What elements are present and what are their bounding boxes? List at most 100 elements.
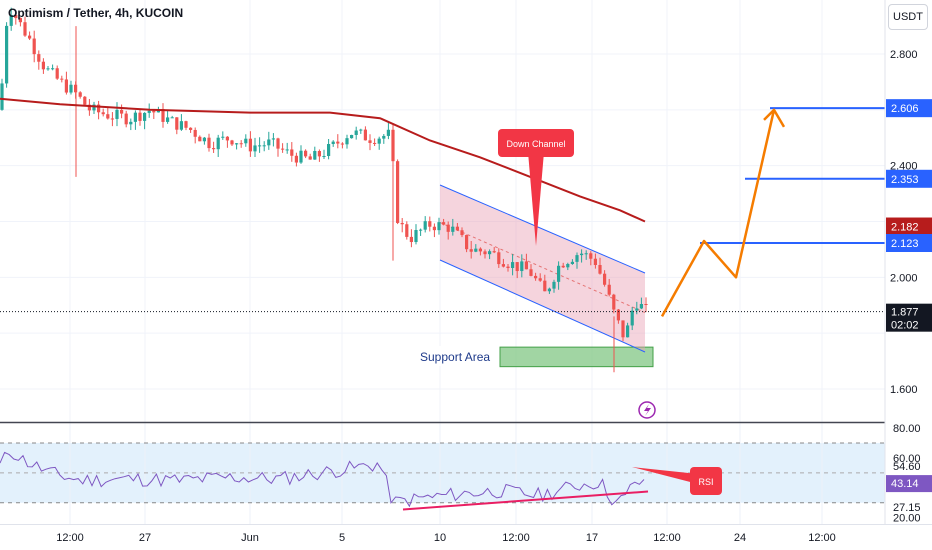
candle-body xyxy=(635,308,639,311)
candle-body xyxy=(501,264,505,267)
price-label-2353: 2.353 xyxy=(891,174,919,186)
candle-body xyxy=(281,148,285,150)
candle-body xyxy=(506,266,510,269)
down-channel-lower-line xyxy=(439,259,646,353)
candle-body xyxy=(534,275,538,279)
rsi-tick: 27.15 xyxy=(893,502,921,514)
candle-body xyxy=(603,273,607,285)
candle-body xyxy=(308,156,312,160)
time-label: Jun xyxy=(241,532,259,544)
candle-body xyxy=(129,121,133,125)
time-axis xyxy=(0,524,932,550)
candle-body xyxy=(290,149,294,156)
rsi-label: RSI xyxy=(698,477,713,487)
last-price-label: 1.877 xyxy=(891,307,919,319)
candlestick-series xyxy=(0,7,648,373)
candle-body xyxy=(621,320,625,338)
candle-body xyxy=(216,137,220,150)
rsi-tick: 60.00 xyxy=(893,453,921,465)
candle-body xyxy=(428,221,432,227)
candle-body xyxy=(529,269,533,276)
candle-body xyxy=(626,325,630,338)
candle-body xyxy=(570,261,574,264)
chart-title: Optimism / Tether, 4h, KUCOIN xyxy=(8,6,184,20)
candle-body xyxy=(359,129,363,131)
time-axis-labels: 12:00 27 Jun 5 10 12:00 17 12:00 24 12:00 xyxy=(56,532,836,544)
rsi-callout: RSI xyxy=(632,467,722,495)
candle-body xyxy=(41,61,45,70)
candle-body xyxy=(612,294,616,310)
candle-body xyxy=(584,253,588,255)
rsi-line xyxy=(0,451,645,508)
price-tick: 2.000 xyxy=(890,272,918,284)
moving-average-line xyxy=(0,97,646,223)
last-price-bg xyxy=(886,303,932,332)
candle-body xyxy=(51,68,55,70)
candle-body xyxy=(336,141,340,144)
candle-body xyxy=(189,127,193,130)
down-channel-label: Down Channel xyxy=(506,139,565,149)
candle-body xyxy=(147,110,151,113)
candle-body xyxy=(455,226,459,231)
projection-arrowhead xyxy=(763,108,786,128)
candle-body xyxy=(451,226,455,232)
candle-body xyxy=(299,150,303,163)
price-label-ma-bg xyxy=(886,217,932,236)
time-label: 12:00 xyxy=(502,532,530,544)
candle-body xyxy=(235,143,239,145)
candle-body xyxy=(400,222,404,225)
candle-body xyxy=(515,262,519,272)
candle-body xyxy=(598,265,602,274)
candle-body xyxy=(166,117,170,122)
countdown-label: 02:02 xyxy=(891,320,919,332)
candle-body xyxy=(170,117,174,119)
candle-body xyxy=(561,265,565,268)
rsi-tick: 20.00 xyxy=(893,513,921,525)
candle-body xyxy=(202,137,206,142)
candle-body xyxy=(133,112,137,122)
candle-body xyxy=(442,222,446,225)
candle-body xyxy=(575,255,579,262)
currency-button[interactable]: USDT xyxy=(888,4,928,30)
price-label-ma: 2.182 xyxy=(891,222,919,234)
candle-body xyxy=(267,139,271,146)
candle-body xyxy=(14,14,18,19)
support-area-label-bg xyxy=(416,346,496,366)
horizontal-grid xyxy=(0,53,885,390)
candle-body xyxy=(607,284,611,295)
candle-body xyxy=(175,117,179,130)
candle-body xyxy=(239,143,243,145)
candle-body xyxy=(262,145,266,147)
candle-body xyxy=(55,68,59,79)
candle-body xyxy=(124,113,128,125)
candle-body xyxy=(409,236,413,243)
candle-body xyxy=(87,104,91,111)
candle-body xyxy=(524,261,528,270)
price-axis xyxy=(885,0,932,524)
candle-body xyxy=(478,248,482,252)
rsi-current-bg xyxy=(886,475,932,493)
candle-body xyxy=(207,137,211,149)
candle-body xyxy=(639,304,643,309)
candle-body xyxy=(373,142,377,144)
candle-body xyxy=(248,138,252,152)
candle-body xyxy=(101,112,105,115)
candle-body xyxy=(253,145,257,152)
candle-body xyxy=(363,129,367,141)
candle-body xyxy=(520,261,524,272)
candle-body xyxy=(9,14,13,26)
candle-body xyxy=(92,104,96,111)
candle-body xyxy=(543,280,547,292)
candle-body xyxy=(644,304,648,306)
candle-body xyxy=(396,161,400,223)
candle-body xyxy=(225,136,229,141)
candle-body xyxy=(258,145,262,147)
candle-body xyxy=(488,251,492,255)
flash-icon[interactable] xyxy=(638,401,656,419)
time-label: 12:00 xyxy=(56,532,84,544)
candle-body xyxy=(538,278,542,281)
candle-body xyxy=(32,38,36,55)
candle-body xyxy=(37,54,41,62)
